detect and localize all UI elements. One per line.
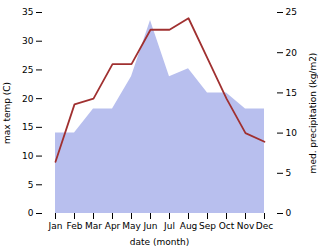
svg-text:date (month): date (month)	[130, 237, 189, 247]
svg-text:0: 0	[286, 208, 292, 218]
svg-text:20: 20	[286, 48, 298, 58]
svg-text:Dec: Dec	[256, 221, 273, 231]
svg-text:0: 0	[28, 208, 34, 218]
svg-text:May: May	[122, 221, 141, 231]
svg-text:Mar: Mar	[85, 221, 102, 231]
svg-text:25: 25	[22, 65, 33, 75]
svg-text:max temp (C): max temp (C)	[2, 82, 12, 144]
svg-text:Nov: Nov	[237, 221, 255, 231]
svg-text:Sep: Sep	[199, 221, 216, 231]
svg-text:Feb: Feb	[67, 221, 83, 231]
svg-text:15: 15	[22, 122, 33, 132]
svg-text:Jun: Jun	[142, 221, 157, 231]
svg-text:20: 20	[22, 94, 34, 104]
svg-text:10: 10	[22, 151, 34, 161]
svg-text:Jan: Jan	[48, 221, 63, 231]
svg-text:Apr: Apr	[105, 221, 121, 231]
svg-text:5: 5	[286, 168, 292, 178]
svg-text:Jul: Jul	[163, 221, 175, 231]
svg-text:30: 30	[22, 36, 34, 46]
svg-text:Oct: Oct	[219, 221, 235, 231]
svg-text:med. precipitation (kg/m2): med. precipitation (kg/m2)	[308, 53, 318, 174]
svg-text:Aug: Aug	[180, 221, 198, 231]
svg-text:25: 25	[286, 7, 297, 17]
svg-text:10: 10	[286, 128, 298, 138]
svg-text:5: 5	[28, 180, 34, 190]
svg-text:35: 35	[22, 7, 33, 17]
svg-text:15: 15	[286, 88, 297, 98]
